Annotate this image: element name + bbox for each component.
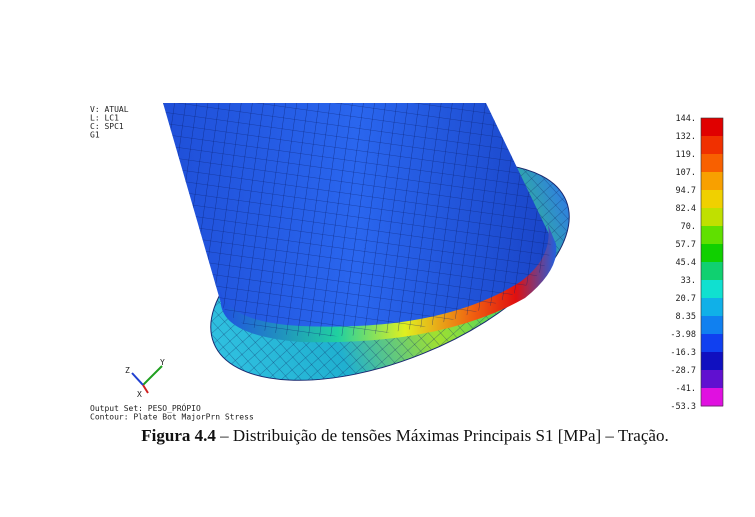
legend-label: 8.35 <box>676 312 696 322</box>
legend-swatch <box>701 136 723 155</box>
legend-label: -16.3 <box>670 348 696 358</box>
legend-label: 132. <box>676 132 696 142</box>
legend-label: -28.7 <box>670 366 696 376</box>
legend-label: 70. <box>681 222 696 232</box>
legend-swatch <box>701 244 723 263</box>
model <box>163 103 570 381</box>
axis-label: Z <box>125 366 130 375</box>
legend-swatch <box>701 334 723 353</box>
view-info-line: V: ATUAL <box>90 105 129 114</box>
axes-triad <box>131 365 163 394</box>
legend-label: 144. <box>676 114 696 124</box>
legend-swatch <box>701 190 723 209</box>
legend-swatch <box>701 154 723 173</box>
legend-swatch <box>701 388 723 407</box>
legend-swatch <box>701 370 723 389</box>
legend-swatch <box>701 118 723 137</box>
legend-label: 94.7 <box>676 186 696 196</box>
legend-swatch <box>701 316 723 335</box>
legend-swatch <box>701 262 723 281</box>
legend-label: 107. <box>676 168 696 178</box>
legend-frame <box>700 117 724 407</box>
caption-text: – Distribuição de tensões Máximas Princi… <box>216 426 669 445</box>
legend-label: 57.7 <box>676 240 696 250</box>
legend-swatch <box>701 298 723 317</box>
caption-label: Figura 4.4 <box>141 426 216 445</box>
legend-label: -41. <box>676 384 696 394</box>
legend-swatch <box>701 280 723 299</box>
legend-swatch <box>701 208 723 227</box>
legend-swatch <box>701 226 723 245</box>
output-info-line: Output Set: PESO_PRÓPIO <box>90 402 201 413</box>
legend-label: 82.4 <box>676 204 696 214</box>
axis-label: X <box>137 390 142 399</box>
legend-label: 45.4 <box>676 258 696 268</box>
legend-label: 119. <box>676 150 696 160</box>
caption: Figura 4.4 – Distribuição de tensões Máx… <box>141 426 668 445</box>
output-info-line: Contour: Plate Bot MajorPrn Stress <box>90 413 254 422</box>
legend-label: 33. <box>681 276 696 286</box>
view-info-line: L: LC1 <box>90 114 119 123</box>
legend-label: -53.3 <box>670 402 696 412</box>
legend-swatch <box>701 352 723 371</box>
view-info-line: G1 <box>90 131 100 140</box>
legend-label: -3.98 <box>670 330 696 340</box>
legend-label: 20.7 <box>676 294 696 304</box>
legend-swatch <box>701 172 723 191</box>
view-info-line: C: SPC1 <box>90 122 124 131</box>
axis-label: Y <box>160 358 165 367</box>
